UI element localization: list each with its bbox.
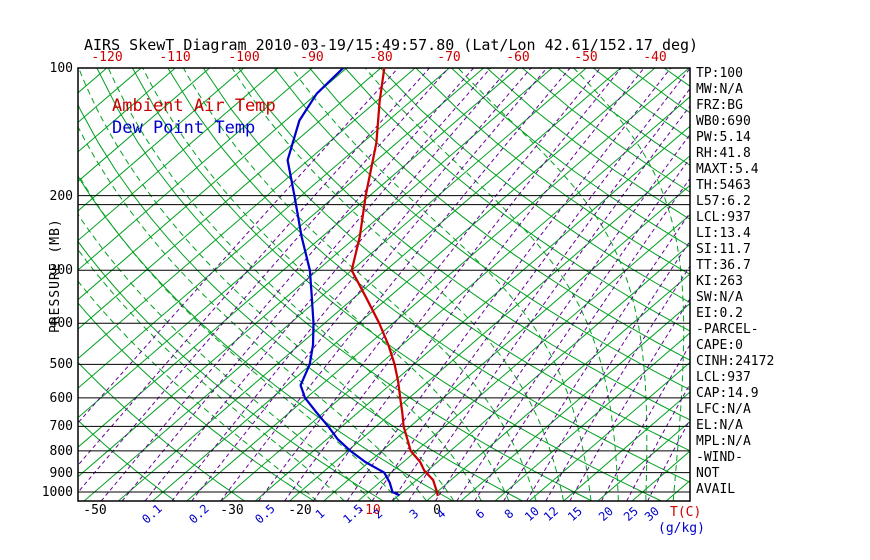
stat-line: MPL:N/A [696,434,751,449]
stat-line: LCL:937 [696,210,751,225]
legend-ambient-air-temp: Ambient Air Temp [112,96,276,116]
stats-panel: TP:100 MW:N/A FRZ:BG WB0:690 PW:5.14 RH:41.8 M… [696,66,774,498]
stat-line: MW:N/A [696,82,743,97]
stat-line: LCL:937 [696,370,751,385]
stat-line: -WIND- [696,450,743,465]
stat-line: RH:41.8 [696,146,751,161]
stat-line: LFC:N/A [696,402,751,417]
stat-line: FRZ:BG [696,98,743,113]
mixing-ratio-unit-label: (g/kg) [658,521,705,536]
stat-line: WB0:690 [696,114,751,129]
mixing-ratio-lines [78,68,690,501]
stat-line: SI:11.7 [696,242,751,257]
stat-line: CAPE:0 [696,338,743,353]
stat-line: KI:263 [696,274,743,289]
stat-line: LI:13.4 [696,226,751,241]
stat-line: PW:5.14 [696,130,751,145]
dew-point-temp-curve [286,68,401,497]
stat-line: EL:N/A [696,418,743,433]
stat-line: L57:6.2 [696,194,751,209]
moist-adiabat-lines [78,68,685,501]
stat-line: CINH:24172 [696,354,775,369]
stat-line: SW:N/A [696,290,743,305]
temp-unit-label: T(C) [670,505,702,520]
stat-line: TT:36.7 [696,258,751,273]
stat-line: EI:0.2 [696,306,743,321]
stat-line: CAP:14.9 [696,386,759,401]
stat-line: MAXT:5.4 [696,162,759,177]
stat-line: TH:5463 [696,178,751,193]
stat-line: TP:100 [696,66,743,81]
stat-line: AVAIL [696,482,736,497]
stat-line: -PARCEL- [696,322,759,337]
background-lines [78,68,690,501]
pressure-axis-label: PRESSURE (MB) [48,218,63,333]
legend-dew-point-temp: Dew Point Temp [112,118,256,138]
ambient-air-temp-curve [350,68,439,497]
stat-line: NOT [696,466,720,481]
chart-title: AIRS SkewT Diagram 2010-03-19/15:49:57.8… [84,36,699,54]
